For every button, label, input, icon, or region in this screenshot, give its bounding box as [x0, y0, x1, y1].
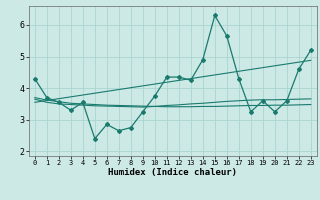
X-axis label: Humidex (Indice chaleur): Humidex (Indice chaleur): [108, 168, 237, 177]
